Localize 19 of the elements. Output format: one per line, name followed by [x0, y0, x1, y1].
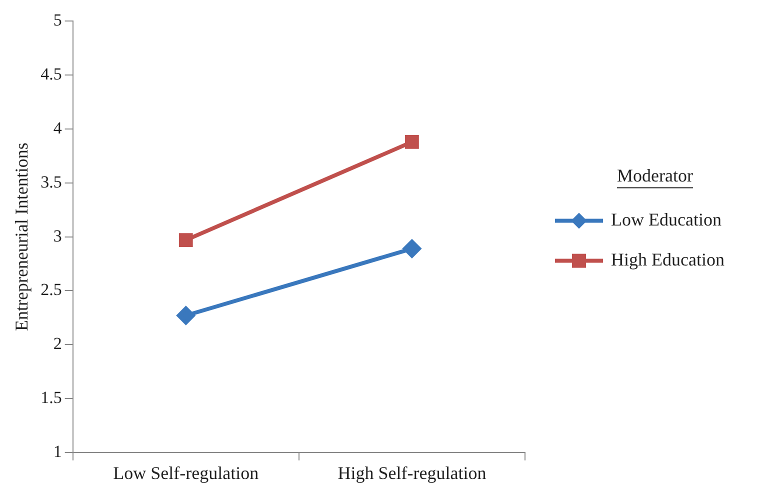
y-tick-label: 2.5 — [40, 280, 62, 300]
y-tick-label: 2 — [53, 334, 62, 354]
point — [402, 240, 421, 258]
y-tick-label: 3 — [53, 226, 62, 246]
y-axis-title: Entrepreneurial Intentions — [12, 142, 32, 332]
x-tick-label: High Self-regulation — [338, 462, 486, 483]
y-tick-label: 1 — [53, 442, 62, 461]
legend-label: Low Education — [611, 210, 722, 230]
y-tick-label: 3.5 — [40, 172, 62, 192]
legend-title: Moderator — [617, 166, 693, 186]
point — [178, 233, 193, 247]
legend-label: High Education — [611, 250, 724, 270]
x-tick-label: Low Self-regulation — [113, 462, 259, 483]
y-tick-label: 1.5 — [40, 388, 62, 407]
y-tick-label: 5 — [53, 10, 62, 30]
point — [405, 134, 419, 149]
point — [176, 306, 195, 324]
y-tick-label: 4 — [53, 118, 62, 138]
y-tick-label: 4.5 — [40, 64, 62, 84]
